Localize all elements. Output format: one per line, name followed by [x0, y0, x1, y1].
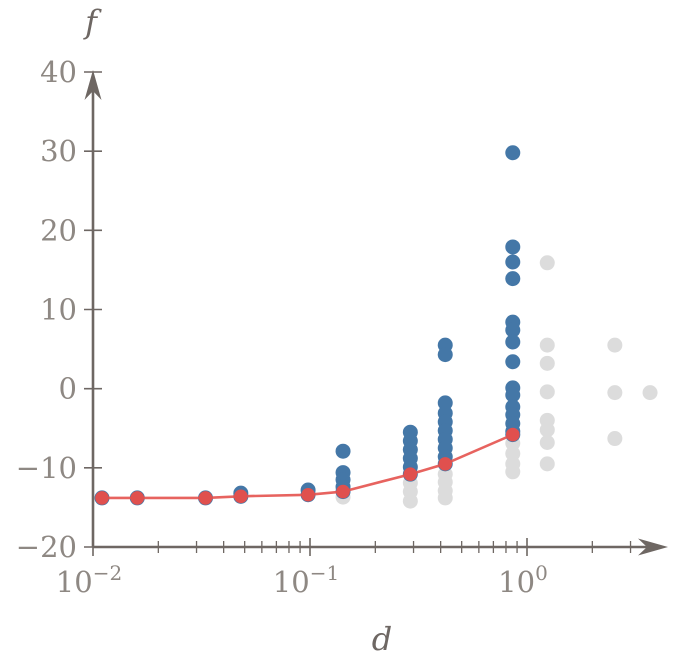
x-tick-label: 100: [498, 561, 548, 599]
x-tick-exponent: −2: [93, 561, 122, 585]
inactive-observation-point: [539, 255, 555, 271]
x-axis-arrow-icon: [638, 538, 668, 556]
y-tick-label: 10: [40, 293, 77, 327]
y-tick-label: −10: [16, 451, 77, 485]
observation-point: [505, 145, 521, 161]
observation-point: [505, 239, 521, 255]
inactive-observation-point: [539, 456, 555, 472]
observation-point: [437, 395, 453, 411]
minimum-point: [95, 491, 109, 505]
inactive-observation-point: [642, 385, 658, 401]
y-tick-label: 30: [40, 134, 77, 168]
x-axis-label: d: [372, 620, 392, 658]
minimum-point: [403, 467, 418, 481]
y-axis-label: f: [83, 3, 102, 41]
inactive-observation-point: [539, 435, 555, 451]
observation-point: [335, 443, 351, 459]
inactive-observation-point: [437, 490, 453, 506]
observation-point: [505, 354, 521, 370]
observation-point: [505, 254, 521, 270]
minimum-point: [336, 484, 350, 499]
y-tick-label: 40: [40, 55, 77, 89]
observation-point: [505, 271, 521, 287]
inactive-observation-point: [402, 493, 418, 509]
minimum-point: [301, 487, 315, 502]
observation-point: [505, 334, 521, 350]
x-tick-exponent: 0: [535, 561, 548, 585]
y-tick-label: 20: [40, 213, 77, 247]
inactive-observation-point: [607, 431, 623, 447]
x-tick-label: 10−2: [56, 561, 122, 599]
minimum-point: [234, 489, 248, 504]
x-tick-label: 10−1: [273, 561, 339, 599]
x-tick-base: 10: [273, 565, 310, 599]
minimum-point: [438, 457, 453, 471]
inactive-observation-point: [607, 337, 623, 353]
y-tick-label: −20: [16, 530, 77, 564]
minimum-point: [198, 491, 213, 505]
y-tick-label: 0: [59, 372, 77, 406]
inactive-observation-point: [539, 337, 555, 353]
observation-point: [505, 322, 521, 338]
minimum-point: [505, 427, 520, 442]
observation-point: [437, 347, 453, 363]
inactive-observation-point: [539, 384, 555, 400]
x-tick-exponent: −1: [310, 561, 339, 585]
x-tick-base: 10: [56, 565, 93, 599]
x-tick-base: 10: [498, 565, 535, 599]
inactive-observation-point: [607, 385, 623, 401]
observation-point: [505, 387, 521, 403]
inactive-observation-point: [505, 464, 521, 480]
inactive-observation-point: [505, 446, 521, 462]
y-axis-arrow-icon: [84, 70, 102, 100]
inactive-observation-point: [539, 355, 555, 371]
inactive-observation-point: [539, 422, 555, 438]
minimum-point: [130, 491, 145, 505]
